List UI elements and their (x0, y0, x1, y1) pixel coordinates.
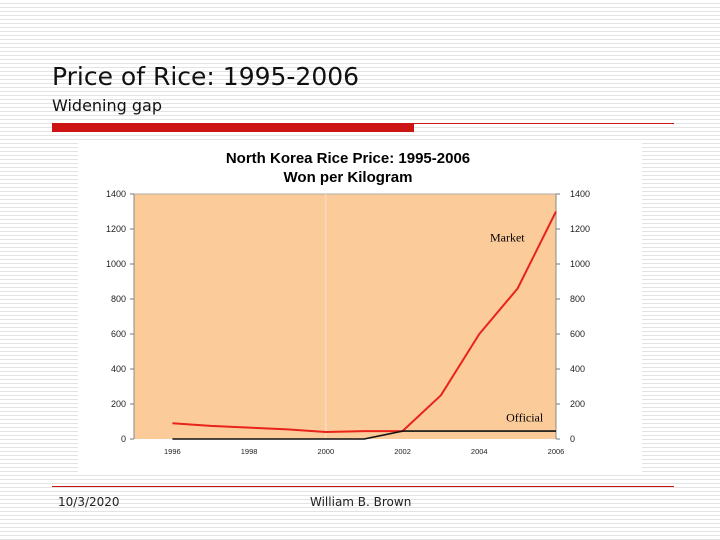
y-tick-label-right-3: 600 (570, 329, 585, 339)
title-accent-bar (52, 123, 414, 132)
y-tick-label-right-0: 0 (570, 434, 575, 444)
rice-price-chart: North Korea Rice Price: 1995-2006 Won pe… (106, 150, 590, 456)
y-tick-label-left-6: 1200 (106, 224, 126, 234)
slide-title: Price of Rice: 1995-2006 (52, 62, 360, 91)
x-tick-label-3: 2002 (394, 447, 411, 456)
series-label-official: Official (506, 411, 544, 425)
series-line-official (172, 430, 556, 440)
y-tick-label-right-4: 800 (570, 294, 585, 304)
y-axis-right: 0 200 400 600 800 1000 1200 1400 (556, 189, 590, 444)
chart-container: North Korea Rice Price: 1995-2006 Won pe… (78, 142, 642, 472)
x-tick-label-2: 2000 (317, 447, 334, 456)
series-layer (172, 194, 557, 440)
y-tick-label-left-5: 1000 (106, 259, 126, 269)
y-tick-label-left-4: 800 (111, 294, 126, 304)
slide-subtitle: Widening gap (52, 96, 162, 115)
y-tick-label-right-6: 1200 (570, 224, 590, 234)
title-accent-line (414, 123, 674, 124)
y-tick-label-left-7: 1400 (106, 189, 126, 199)
footer-accent-line (52, 486, 674, 487)
x-tick-label-1: 1998 (241, 447, 258, 456)
series-line-market (172, 211, 557, 433)
x-tick-label-0: 1996 (164, 447, 181, 456)
y-tick-label-left-3: 600 (111, 329, 126, 339)
y-tick-label-left-2: 400 (111, 364, 126, 374)
y-tick-label-right-7: 1400 (570, 189, 590, 199)
plot-area (134, 194, 556, 439)
y-tick-label-right-1: 200 (570, 399, 585, 409)
chart-title: North Korea Rice Price: 1995-2006 (226, 150, 470, 167)
x-axis: 1996 1998 2000 2002 2004 2006 (164, 447, 564, 456)
y-tick-label-left-1: 200 (111, 399, 126, 409)
chart-subtitle: Won per Kilogram (284, 169, 413, 186)
y-axis-left: 0 200 400 600 800 1000 1200 1400 (106, 189, 134, 444)
y-tick-label-left-0: 0 (121, 434, 126, 444)
series-label-market: Market (490, 230, 525, 244)
x-tick-label-5: 2006 (548, 447, 565, 456)
footer-date: 10/3/2020 (58, 495, 120, 509)
y-tick-label-right-2: 400 (570, 364, 585, 374)
x-tick-label-4: 2004 (471, 447, 488, 456)
y-tick-label-right-5: 1000 (570, 259, 590, 269)
footer-author: William B. Brown (310, 495, 412, 509)
